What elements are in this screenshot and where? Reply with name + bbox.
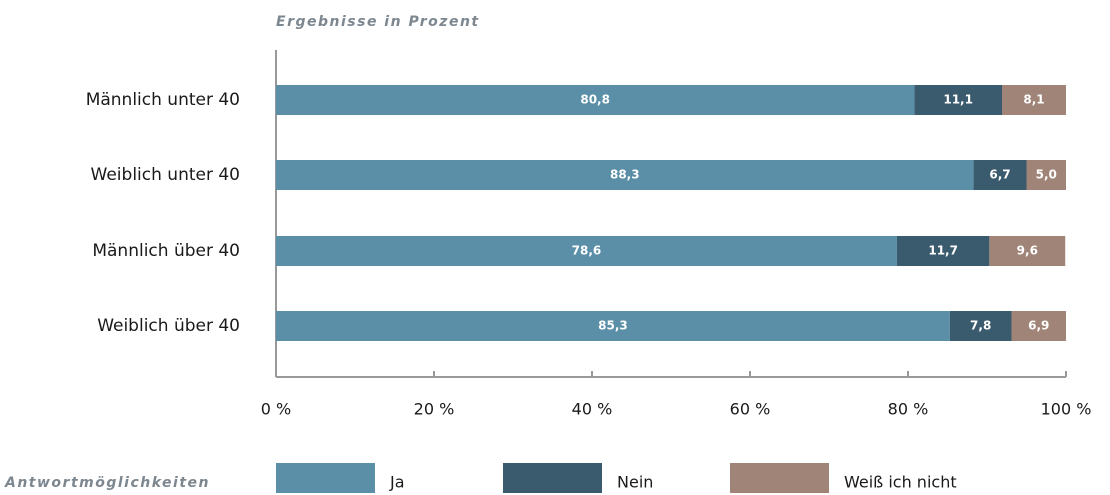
bar-segment — [276, 236, 897, 266]
bar-segment — [896, 236, 990, 266]
data-label: 5,0 — [1036, 168, 1057, 182]
y-tick-label: Männlich über 40 — [92, 241, 240, 261]
legend-label: Weiß ich nicht — [844, 473, 957, 492]
data-label: 88,3 — [610, 168, 640, 182]
data-label: 85,3 — [598, 319, 628, 333]
data-label: 11,7 — [928, 244, 958, 258]
data-label: 78,6 — [572, 244, 602, 258]
bar-segment — [276, 311, 950, 341]
bar-segment — [949, 311, 1012, 341]
bar-segment — [276, 160, 974, 190]
data-label: 80,8 — [580, 93, 610, 107]
x-tick-label: 40 % — [572, 400, 613, 419]
bar-segment — [989, 236, 1066, 266]
data-label: 9,6 — [1017, 244, 1038, 258]
x-tick-label: 100 % — [1041, 400, 1092, 419]
bar-segment — [1011, 311, 1066, 341]
legend-swatch — [276, 463, 375, 493]
data-label: 7,8 — [970, 319, 991, 333]
x-tick-label: 0 % — [261, 400, 291, 419]
data-label: 6,9 — [1028, 319, 1049, 333]
data-label: 6,7 — [989, 168, 1010, 182]
legend-label: Ja — [389, 473, 405, 492]
data-label: 8,1 — [1023, 93, 1044, 107]
x-tick-label: 20 % — [414, 400, 455, 419]
x-tick-label: 80 % — [888, 400, 929, 419]
y-tick-label: Weiblich über 40 — [97, 316, 240, 336]
bar-segment — [973, 160, 1027, 190]
y-tick-label: Weiblich unter 40 — [91, 165, 240, 185]
bar-segment — [1026, 160, 1066, 190]
bar-segment — [1002, 85, 1066, 115]
legend-swatch — [503, 463, 602, 493]
legend-label: Nein — [617, 473, 653, 492]
bar-segment — [276, 85, 915, 115]
y-tick-label: Männlich unter 40 — [86, 90, 240, 110]
data-label: 11,1 — [943, 93, 973, 107]
legend-title: Antwortmöglichkeiten — [4, 475, 210, 491]
x-tick-label: 60 % — [730, 400, 771, 419]
chart-subtitle: Ergebnisse in Prozent — [276, 14, 480, 30]
bar-segment — [914, 85, 1003, 115]
legend-swatch — [730, 463, 829, 493]
